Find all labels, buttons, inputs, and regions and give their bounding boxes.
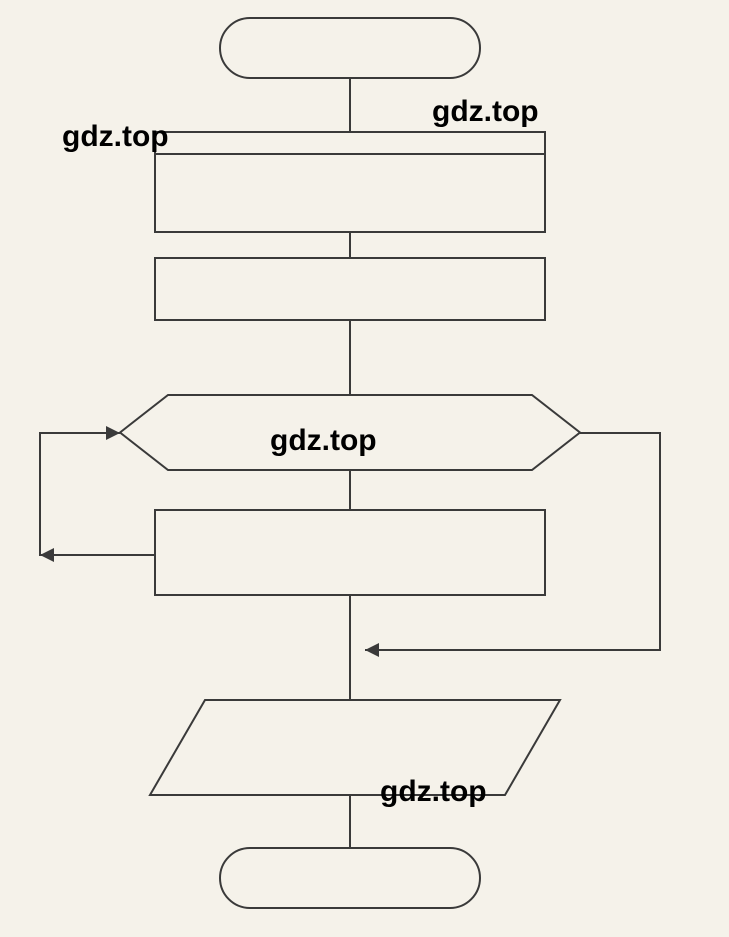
watermark-4: gdz.top — [380, 775, 487, 809]
watermark-3: gdz.top — [270, 424, 377, 458]
watermark-2: gdz.top — [62, 120, 169, 154]
watermark-1: gdz.top — [432, 95, 539, 129]
